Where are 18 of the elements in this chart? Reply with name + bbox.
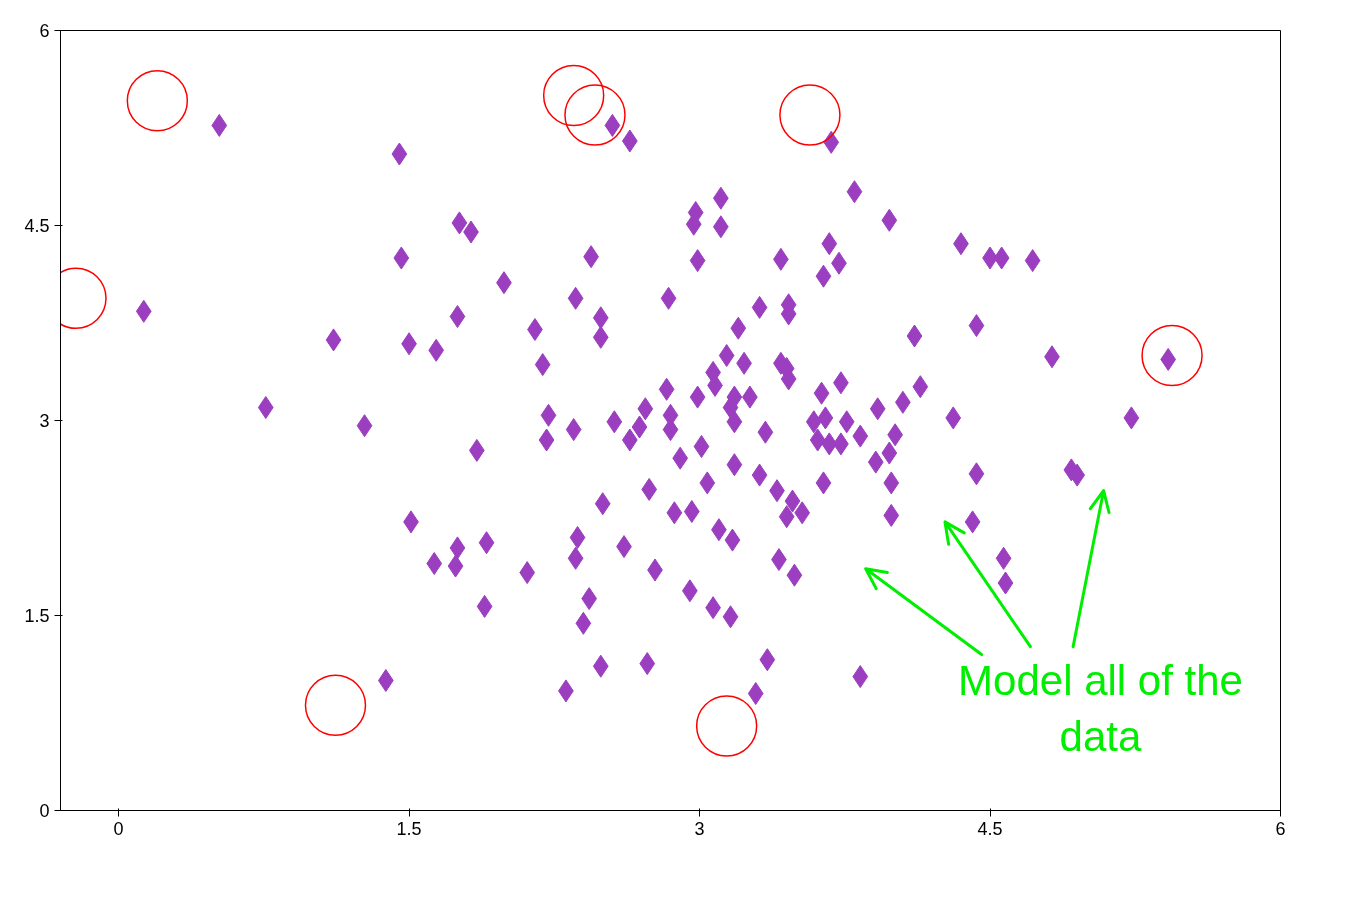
y-tick-label: 6 [39, 21, 50, 41]
x-tick-label: 1.5 [396, 818, 422, 839]
annotation: Model all of the data [958, 657, 1243, 761]
point [542, 64, 605, 127]
x-tick-label: 3 [694, 818, 705, 839]
x-tick-label: 6 [1275, 818, 1286, 839]
point [304, 674, 367, 736]
y-tick-label: 4.5 [24, 216, 50, 236]
point [695, 695, 758, 757]
y-tick-label: 3 [39, 411, 50, 431]
point [126, 70, 189, 132]
x-tick-label: 0 [113, 818, 124, 839]
y-tick-label: 0 [39, 801, 50, 821]
point [1141, 324, 1203, 387]
x-tick-label: 4.5 [977, 818, 1003, 839]
point [779, 84, 841, 146]
point [564, 84, 626, 146]
y-tick-label: 1.5 [24, 606, 50, 626]
